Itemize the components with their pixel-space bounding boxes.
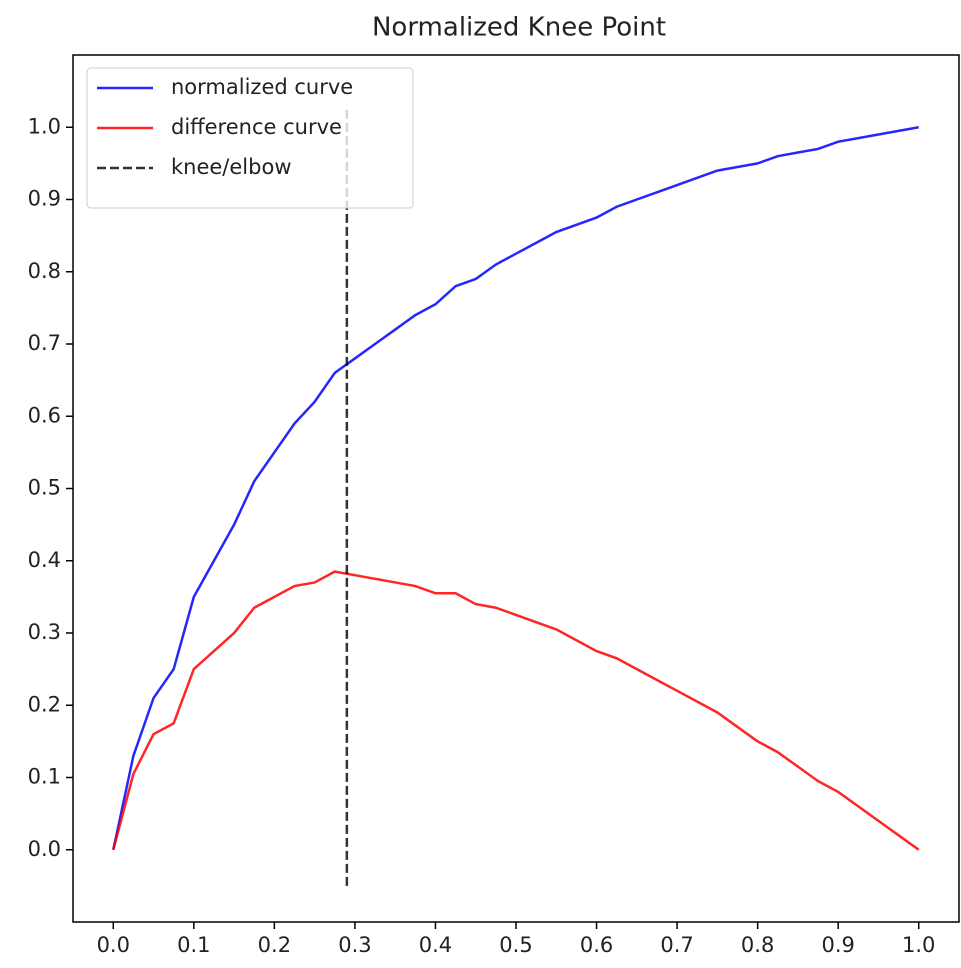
x-tick-label: 0.0 [97, 933, 130, 957]
legend-label: knee/elbow [171, 155, 292, 179]
y-tick-label: 0.0 [28, 837, 61, 861]
y-tick-label: 0.7 [28, 331, 61, 355]
x-tick-label: 0.9 [821, 933, 854, 957]
legend: normalized curve difference curve knee/elb… [86, 67, 414, 209]
x-tick-label: 0.8 [741, 933, 774, 957]
x-tick-label: 1.0 [902, 933, 935, 957]
y-tick-label: 0.6 [28, 403, 61, 427]
y-tick-label: 0.9 [28, 187, 61, 211]
chart-title: Normalized Knee Point [372, 13, 666, 43]
legend-label: normalized curve [171, 75, 353, 99]
axes-frame [72, 54, 960, 923]
y-tick-label: 1.0 [28, 114, 61, 138]
line-series [112, 570, 920, 851]
y-tick-label: 0.8 [28, 259, 61, 283]
x-tick-label: 0.2 [258, 933, 291, 957]
x-tick-label: 0.4 [419, 933, 452, 957]
y-tick-label: 0.2 [28, 692, 61, 716]
x-tick-label: 0.3 [338, 933, 371, 957]
x-tick-label: 0.1 [177, 933, 210, 957]
y-tick-label: 0.5 [28, 476, 61, 500]
line-series [112, 126, 919, 851]
y-tick-label: 0.3 [28, 620, 61, 644]
y-tick-label: 0.1 [28, 765, 61, 789]
x-tick-label: 0.6 [580, 933, 613, 957]
legend-box [86, 67, 414, 209]
legend-label: difference curve [171, 115, 342, 139]
x-tick-label: 0.5 [499, 933, 532, 957]
y-tick-label: 0.4 [28, 548, 61, 572]
x-tick-label: 0.7 [660, 933, 693, 957]
